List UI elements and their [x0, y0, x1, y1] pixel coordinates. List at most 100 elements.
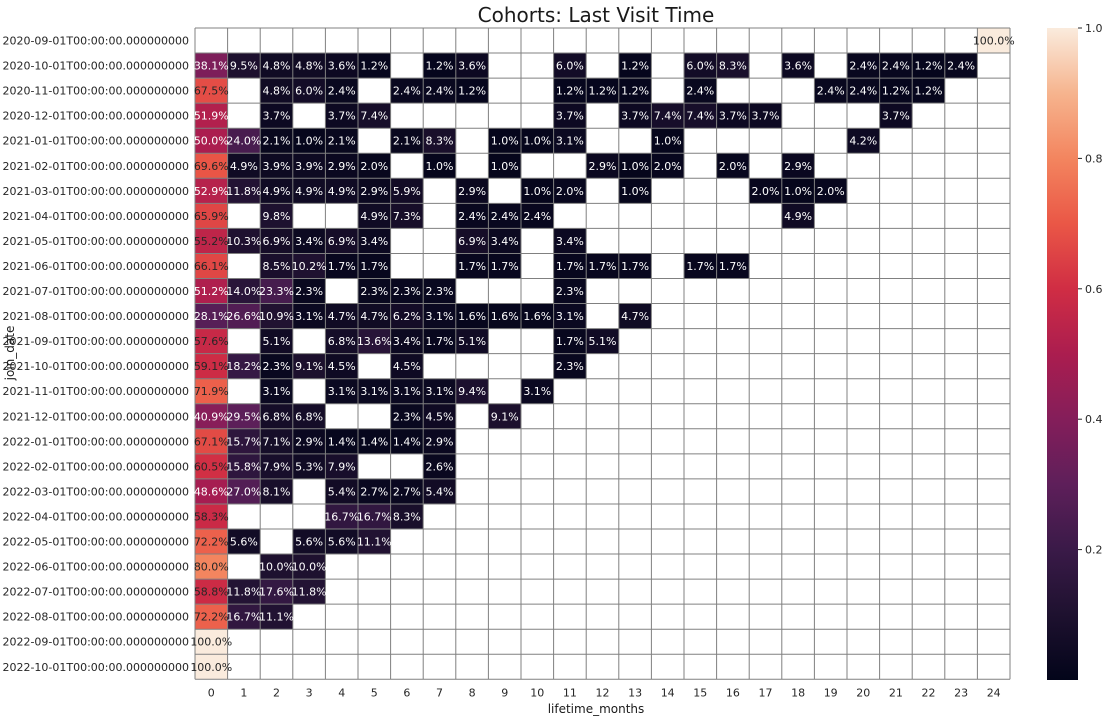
heatmap-cell-label: 4.9%: [263, 185, 291, 198]
y-tick-label: 2022-08-01T00:00:00.000000000: [2, 611, 189, 624]
heatmap-cell-label: 3.7%: [752, 110, 780, 123]
heatmap-cell: [423, 78, 456, 104]
heatmap-cell-label: 5.3%: [295, 460, 323, 473]
heatmap-cell: [195, 503, 228, 529]
heatmap-cell: [325, 128, 358, 154]
heatmap-cell-label: 2.0%: [654, 160, 682, 173]
y-tick-label: 2021-06-01T00:00:00.000000000: [2, 260, 189, 273]
heatmap-cell-label: 2.4%: [491, 210, 519, 223]
y-tick-label: 2021-11-01T00:00:00.000000000: [2, 385, 189, 398]
heatmap-cell: [716, 53, 750, 79]
heatmap-cell-label: 2.0%: [360, 160, 388, 173]
x-tick-label: 19: [824, 686, 838, 699]
heatmap-cell: [358, 53, 391, 79]
heatmap-cell-label: 2.0%: [817, 185, 845, 198]
heatmap-cell: [292, 228, 326, 254]
x-tick-label: 6: [403, 686, 410, 699]
heatmap-cell: [618, 253, 652, 279]
x-tick-label: 0: [208, 686, 215, 699]
x-tick-label: 18: [791, 686, 805, 699]
heatmap-cell: [488, 303, 521, 329]
heatmap-cell: [586, 253, 619, 279]
heatmap-cell-label: 6.2%: [393, 310, 421, 323]
heatmap-cell: [195, 378, 228, 404]
heatmap-cell: [292, 178, 326, 204]
heatmap-cell-label: 1.7%: [621, 260, 649, 273]
heatmap-cell: [227, 453, 261, 479]
heatmap-cell: [227, 53, 261, 79]
heatmap-cell-label: 50.0%: [194, 135, 229, 148]
heatmap-cell-label: 3.6%: [784, 60, 812, 73]
heatmap-cell: [390, 278, 424, 304]
heatmap-cell: [227, 278, 261, 304]
heatmap-cell-label: 3.1%: [263, 385, 291, 398]
colorbar-tick-label: 0.8: [1085, 152, 1103, 165]
heatmap-cell: [325, 228, 358, 254]
heatmap-cell-label: 72.2%: [194, 536, 229, 549]
heatmap-cell: [195, 529, 228, 555]
heatmap-cell-label: 3.6%: [328, 60, 356, 73]
heatmap-cell-label: 1.2%: [458, 85, 486, 98]
heatmap-cell-label: 4.5%: [393, 360, 421, 373]
heatmap-cell-label: 27.0%: [226, 485, 261, 498]
heatmap-cell: [227, 403, 261, 429]
heatmap-cell-label: 1.2%: [360, 60, 388, 73]
x-tick-label: 22: [922, 686, 936, 699]
heatmap-cell: [455, 228, 489, 254]
heatmap-cell: [358, 529, 391, 555]
heatmap-cell-label: 13.6%: [357, 335, 392, 348]
x-tick-label: 2: [273, 686, 280, 699]
x-tick-label: 14: [661, 686, 675, 699]
heatmap-cell-label: 15.8%: [226, 460, 261, 473]
heatmap-cell: [260, 253, 293, 279]
heatmap-cell-label: 65.9%: [194, 210, 229, 223]
heatmap-cell: [260, 453, 293, 479]
heatmap-cell: [781, 153, 815, 179]
heatmap-cell-label: 2.4%: [849, 60, 877, 73]
y-tick-label: 2022-05-01T00:00:00.000000000: [2, 536, 189, 549]
heatmap-cell-label: 1.2%: [882, 85, 910, 98]
heatmap-cell-label: 10.3%: [226, 235, 261, 248]
heatmap-cell: [423, 478, 456, 504]
heatmap-cell-label: 1.6%: [491, 310, 519, 323]
heatmap-cell: [227, 353, 261, 379]
heatmap-cell: [292, 78, 326, 104]
heatmap-cell-label: 38.1%: [194, 60, 229, 73]
heatmap-cell: [651, 103, 684, 129]
heatmap-cell-label: 16.7%: [324, 510, 359, 523]
heatmap-cell: [455, 203, 489, 229]
heatmap-cell-label: 3.1%: [295, 310, 323, 323]
heatmap-cell: [618, 103, 652, 129]
heatmap-cell-label: 2.7%: [393, 485, 421, 498]
heatmap-cell-label: 4.9%: [328, 185, 356, 198]
heatmap-cell-label: 71.9%: [194, 385, 229, 398]
y-tick-label: 2022-09-01T00:00:00.000000000: [2, 636, 189, 649]
heatmap-cell: [488, 153, 521, 179]
x-tick-label: 8: [469, 686, 476, 699]
x-tick-label: 13: [628, 686, 642, 699]
heatmap-cell-label: 1.2%: [556, 85, 584, 98]
heatmap-cell-label: 1.4%: [360, 435, 388, 448]
heatmap-cell-label: 1.0%: [295, 135, 323, 148]
y-tick-label: 2021-12-01T00:00:00.000000000: [2, 410, 189, 423]
y-axis-label: join_date: [3, 326, 17, 382]
heatmap-cell: [292, 403, 326, 429]
heatmap-cell: [292, 579, 326, 605]
heatmap-cell: [358, 503, 391, 529]
heatmap-cell-label: 3.1%: [523, 385, 551, 398]
heatmap-cell-label: 2.9%: [360, 185, 388, 198]
heatmap-cell: [553, 103, 587, 129]
heatmap-cell-label: 24.0%: [226, 135, 261, 148]
heatmap-cell-label: 3.1%: [556, 135, 584, 148]
heatmap-cell-label: 9.1%: [491, 410, 519, 423]
heatmap-cell-label: 2.4%: [882, 60, 910, 73]
heatmap-cell-label: 1.0%: [523, 135, 551, 148]
heatmap-cell: [847, 128, 880, 154]
x-tick-label: 3: [306, 686, 313, 699]
heatmap-cell: [292, 303, 326, 329]
heatmap-cell-label: 5.4%: [328, 485, 356, 498]
heatmap-cell-label: 5.6%: [328, 536, 356, 549]
heatmap-cell: [292, 153, 326, 179]
heatmap-cell-label: 3.4%: [295, 235, 323, 248]
heatmap-cell-label: 57.6%: [194, 335, 229, 348]
